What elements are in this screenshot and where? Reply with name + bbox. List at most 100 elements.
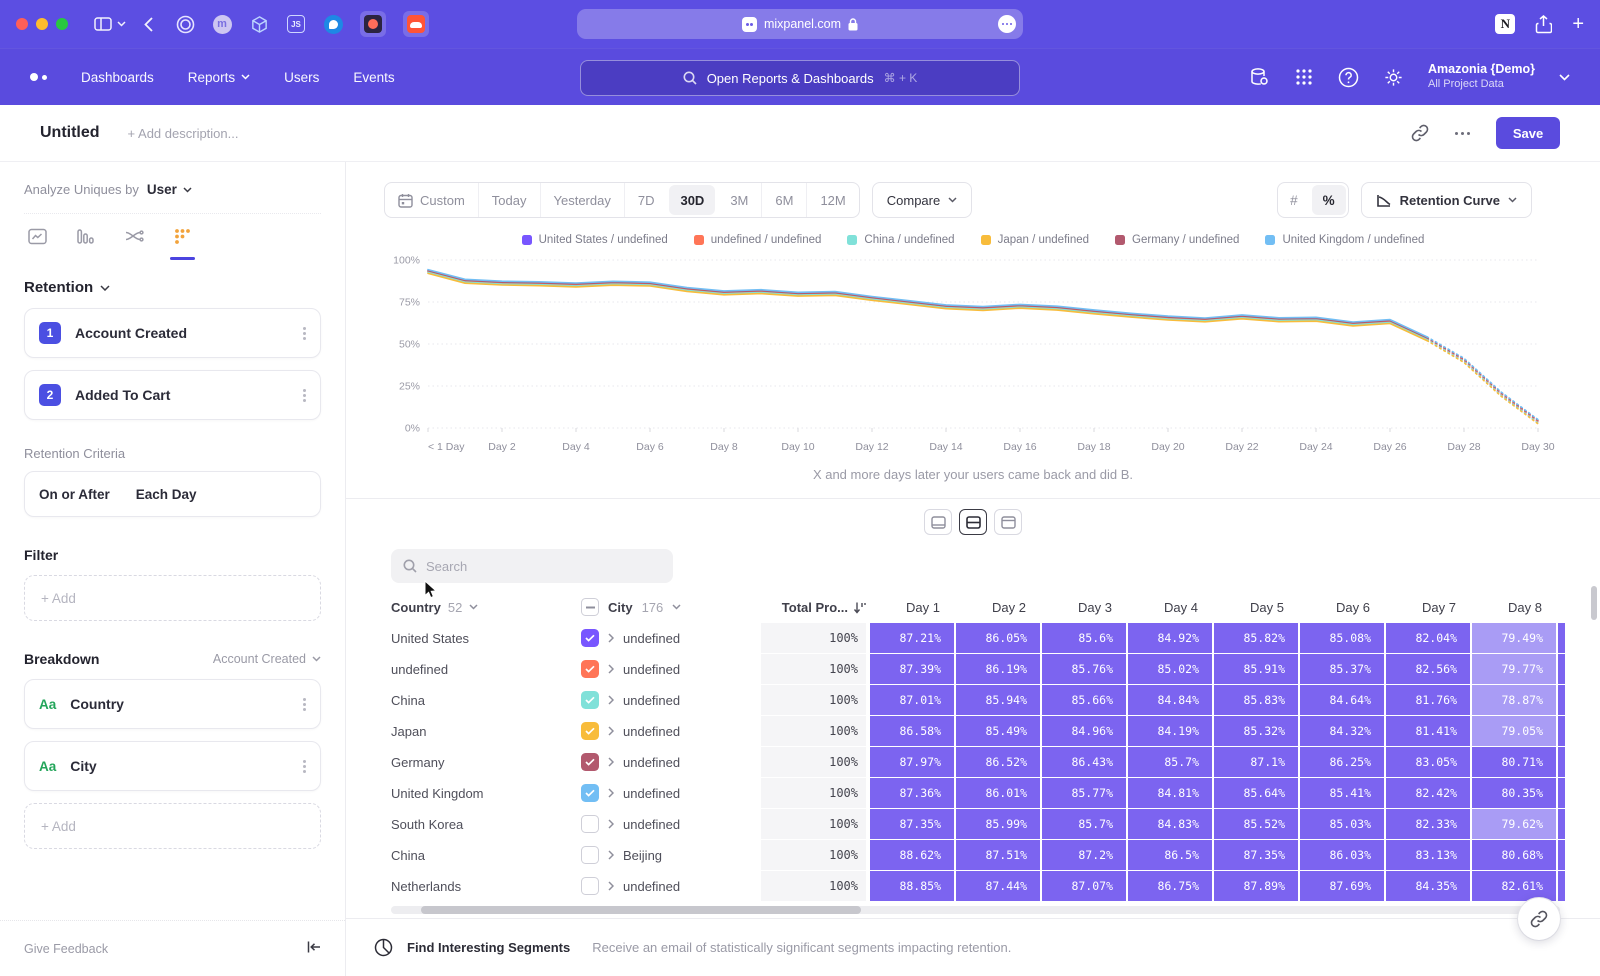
retention-value-cell[interactable]: 85.52% (1214, 809, 1298, 839)
retention-value-cell[interactable]: 88.85% (870, 871, 954, 901)
retention-value-cell[interactable]: 87.21% (870, 623, 954, 653)
retention-value-cell[interactable]: 84.83% (1128, 809, 1212, 839)
retention-value-cell[interactable]: 86.01% (956, 778, 1040, 808)
legend-item[interactable]: China / undefined (847, 234, 955, 246)
row-checkbox[interactable] (581, 629, 599, 647)
date-range-yesterday[interactable]: Yesterday (539, 183, 624, 217)
retention-value-cell[interactable]: 79.05% (1472, 716, 1556, 746)
day-column-header[interactable]: Day 6 (1336, 599, 1370, 615)
collapse-sidebar-icon[interactable] (307, 941, 321, 956)
retention-value-cell[interactable]: 82.56% (1386, 654, 1470, 684)
legend-item[interactable]: United Kingdom / undefined (1265, 234, 1424, 246)
retention-value-cell[interactable]: 85.91% (1214, 654, 1298, 684)
retention-value-cell[interactable]: 87.1% (1214, 747, 1298, 777)
layout-chart-only-button[interactable] (924, 509, 952, 535)
retention-value-cell[interactable]: 86.52% (956, 747, 1040, 777)
retention-value-cell[interactable]: 82.42% (1386, 778, 1470, 808)
expand-chevron-icon[interactable] (608, 695, 614, 705)
kebab-menu-icon[interactable] (303, 331, 306, 335)
retention-value-cell[interactable]: 85.6% (1042, 623, 1126, 653)
retention-value-cell[interactable]: 88.62% (870, 840, 954, 870)
retention-value-cell[interactable]: 85.02% (1128, 654, 1212, 684)
city-cell[interactable]: undefined (581, 877, 761, 895)
date-range-6m[interactable]: 6M (761, 183, 806, 217)
legend-item[interactable]: Japan / undefined (980, 234, 1089, 246)
retention-value-cell[interactable]: 84.64% (1300, 685, 1384, 715)
row-checkbox[interactable] (581, 877, 599, 895)
retention-value-cell[interactable]: 87.69% (1300, 871, 1384, 901)
nav-item-dashboards[interactable]: Dashboards (81, 69, 154, 85)
nav-item-users[interactable]: Users (284, 69, 320, 85)
country-cell[interactable]: United Kingdom (391, 785, 484, 801)
row-checkbox[interactable] (581, 753, 599, 771)
country-cell[interactable]: Netherlands (391, 878, 462, 894)
retention-value-cell[interactable]: 80.35% (1472, 778, 1556, 808)
report-title[interactable]: Untitled (40, 124, 100, 141)
retention-value-cell[interactable]: 79.49% (1472, 623, 1556, 653)
retention-value-cell[interactable]: 84.96% (1042, 716, 1126, 746)
retention-step-1[interactable]: 1 Account Created (24, 308, 321, 358)
date-range-today[interactable]: Today (477, 183, 540, 217)
add-breakdown-button[interactable]: + Add (24, 803, 321, 849)
date-range-12m[interactable]: 12M (806, 183, 858, 217)
retention-value-cell[interactable]: 78.87% (1472, 685, 1556, 715)
country-cell[interactable]: Japan (391, 723, 427, 739)
retention-value-cell[interactable]: 83.13% (1386, 840, 1470, 870)
nav-item-events[interactable]: Events (353, 69, 395, 85)
day-column-header[interactable]: Day 7 (1422, 599, 1456, 615)
day-column-header[interactable]: Day 8 (1508, 599, 1542, 615)
retention-value-cell[interactable]: 79.62% (1472, 809, 1556, 839)
project-switcher[interactable]: Amazonia {Demo} All Project Data (1428, 62, 1535, 91)
country-cell[interactable]: China (391, 692, 425, 708)
day-column-header[interactable]: Day 3 (1078, 599, 1112, 615)
retention-value-cell[interactable]: 87.07% (1042, 871, 1126, 901)
legend-item[interactable]: United States / undefined (521, 234, 668, 246)
layout-table-only-button[interactable] (994, 509, 1022, 535)
sidebar-toggle-icon[interactable] (94, 17, 126, 31)
city-cell[interactable]: undefined (581, 629, 761, 647)
retention-value-cell[interactable]: 82.04% (1386, 623, 1470, 653)
select-all-checkbox[interactable] (581, 598, 599, 616)
row-checkbox[interactable] (581, 691, 599, 709)
retention-value-cell[interactable]: 85.03% (1300, 809, 1384, 839)
kebab-menu-icon[interactable] (303, 764, 306, 768)
table-search-input[interactable] (426, 558, 646, 574)
retention-value-cell[interactable]: 86.58% (870, 716, 954, 746)
copy-link-icon[interactable] (1411, 124, 1429, 142)
retention-value-cell[interactable]: 87.35% (870, 809, 954, 839)
day-column-header[interactable]: Day 2 (992, 599, 1026, 615)
retention-value-cell[interactable]: 82.61% (1472, 871, 1556, 901)
retention-value-cell[interactable]: 86.03% (1300, 840, 1384, 870)
retention-value-cell[interactable]: 84.92% (1128, 623, 1212, 653)
retention-value-cell[interactable]: 84.84% (1128, 685, 1212, 715)
table-search[interactable] (391, 549, 673, 583)
expand-chevron-icon[interactable] (608, 664, 614, 674)
country-cell[interactable]: South Korea (391, 816, 464, 832)
retention-value-cell[interactable]: 85.08% (1300, 623, 1384, 653)
tab-insights[interactable] (28, 226, 47, 260)
row-checkbox[interactable] (581, 846, 599, 864)
country-cell[interactable]: Germany (391, 754, 445, 770)
zoom-window-button[interactable] (56, 18, 68, 30)
day-column-header[interactable]: Day 5 (1250, 599, 1284, 615)
js-favicon[interactable]: JS (286, 14, 306, 34)
retention-value-cell[interactable]: 85.7% (1042, 809, 1126, 839)
retention-value-cell[interactable]: 86.05% (956, 623, 1040, 653)
expand-chevron-icon[interactable] (608, 633, 614, 643)
kebab-menu-icon[interactable] (303, 393, 306, 397)
day-column-header[interactable]: Day 1 (906, 599, 940, 615)
row-checkbox[interactable] (581, 722, 599, 740)
global-search-button[interactable]: Open Reports & Dashboards ⌘ + K (580, 60, 1020, 96)
horizontal-scrollbar[interactable] (391, 906, 1560, 914)
expand-chevron-icon[interactable] (608, 757, 614, 767)
country-cell[interactable]: undefined (391, 661, 449, 677)
retention-step-2[interactable]: 2 Added To Cart (24, 370, 321, 420)
retention-value-cell[interactable]: 85.7% (1128, 747, 1212, 777)
city-column-header[interactable]: City 176 (581, 598, 761, 616)
share-icon[interactable] (1535, 14, 1553, 34)
unit-percent-button[interactable]: % (1311, 185, 1346, 215)
retention-value-cell[interactable]: 87.39% (870, 654, 954, 684)
retention-value-cell[interactable]: 86.5% (1128, 840, 1212, 870)
close-window-button[interactable] (16, 18, 28, 30)
mixpanel-favicon[interactable] (360, 11, 386, 37)
